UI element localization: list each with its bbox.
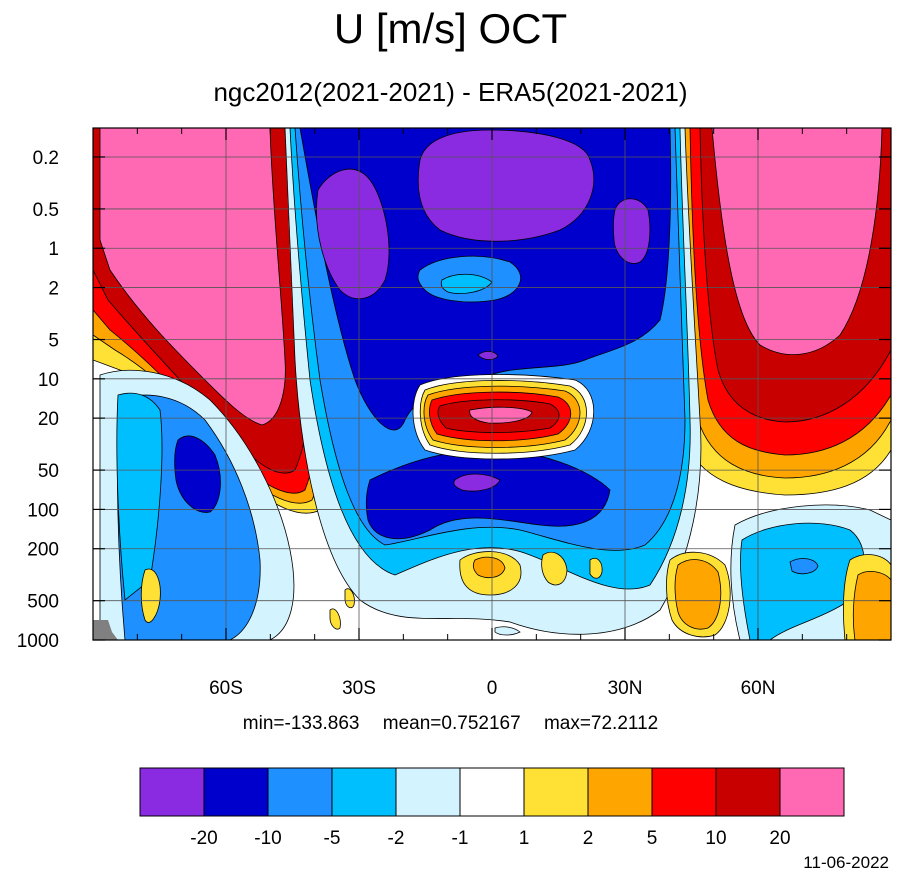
- gridlines: [93, 128, 891, 640]
- north-tropo-contours: [666, 504, 891, 640]
- colorbar-swatch: [331, 767, 397, 817]
- y-tick-label: 5: [48, 331, 59, 352]
- south-tropo-contours: [99, 369, 355, 640]
- colorbar-swatch: [459, 767, 525, 817]
- y-tick-label: 0.5: [33, 200, 59, 221]
- colorbar-swatch: [139, 767, 205, 817]
- x-tick-label: 30N: [608, 678, 643, 699]
- colorbar-label: -20: [190, 828, 217, 849]
- colorbar-label: -10: [254, 828, 281, 849]
- x-tick-label: 0: [487, 678, 498, 699]
- date-stamp: 11-06-2022: [803, 853, 889, 872]
- y-tick-label: 1: [48, 239, 59, 260]
- y-tick-label: 20: [38, 409, 59, 430]
- colorbar-label: 5: [647, 828, 658, 849]
- colorbar-swatch: [523, 767, 589, 817]
- colorbar-label: 20: [769, 828, 790, 849]
- x-tick-label: 30S: [342, 678, 376, 699]
- colorbar-label: -1: [452, 828, 469, 849]
- colorbar-label: 2: [583, 828, 594, 849]
- colorbar-swatch: [779, 767, 845, 817]
- stat-min: min=-133.863: [242, 713, 360, 734]
- colorbar-swatch: [715, 767, 781, 817]
- colorbar-label: 1: [519, 828, 530, 849]
- colorbar-label: -2: [388, 828, 405, 849]
- y-tick-label: 500: [27, 592, 59, 613]
- y-tick-label: 2: [48, 279, 59, 300]
- colorbar-swatch: [395, 767, 461, 817]
- x-tick-label: 60N: [741, 678, 776, 699]
- missing-data-region: [93, 620, 118, 640]
- tropical-tropo-contours: [459, 551, 603, 636]
- y-tick-label: 200: [27, 540, 59, 561]
- statistics-line: min=-133.863 mean=0.752167 max=72.2112: [0, 712, 901, 736]
- plot-area: [93, 128, 891, 640]
- colorbar: -20 -10 -5 -2 -1 1 2 5 10 20: [139, 767, 845, 849]
- stat-max: max=72.2112: [543, 713, 659, 734]
- colorbar-swatch: [587, 767, 653, 817]
- y-tick-label: 1000: [17, 631, 59, 652]
- stat-mean: mean=0.752167: [382, 713, 521, 734]
- y-axis: 0.2 0.5 1 2 5 10 20 50 100 200 500 1000: [17, 148, 891, 652]
- chart-title: U [m/s] OCT: [333, 5, 568, 52]
- colorbar-swatch: [651, 767, 717, 817]
- north-jet-contours: [672, 128, 891, 496]
- chart-subtitle: ngc2012(2021-2021) - ERA5(2021-2021): [213, 77, 688, 107]
- colorbar-label: -5: [324, 828, 341, 849]
- tropical-positive-core: [412, 374, 595, 460]
- y-tick-label: 50: [38, 461, 59, 482]
- y-tick-label: 10: [38, 370, 59, 391]
- x-tick-label: 60S: [209, 678, 243, 699]
- y-tick-label: 100: [27, 500, 59, 521]
- colorbar-swatch: [203, 767, 269, 817]
- south-jet-contours: [93, 128, 341, 514]
- colorbar-swatch: [267, 767, 333, 817]
- colorbar-label: 10: [705, 828, 726, 849]
- x-axis: 60S 30S 0 30N 60N: [136, 128, 848, 699]
- y-tick-label: 0.2: [33, 148, 59, 169]
